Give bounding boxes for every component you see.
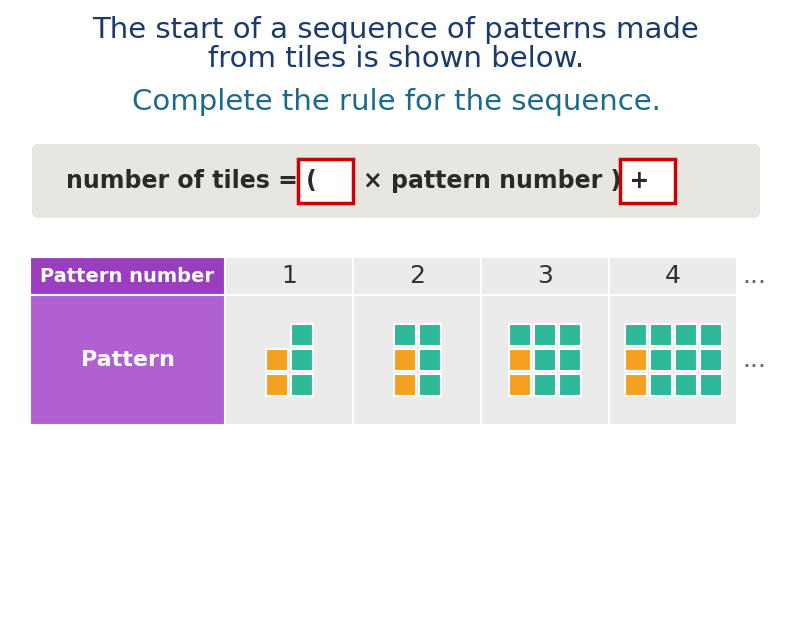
Bar bbox=[394, 324, 416, 346]
Bar bbox=[225, 257, 353, 295]
Bar bbox=[534, 349, 556, 371]
Bar bbox=[418, 349, 440, 371]
FancyBboxPatch shape bbox=[32, 144, 760, 218]
Bar bbox=[298, 159, 353, 203]
Bar bbox=[225, 295, 353, 425]
Text: 2: 2 bbox=[409, 264, 425, 288]
Bar bbox=[559, 374, 581, 396]
Bar bbox=[291, 374, 313, 396]
Bar bbox=[291, 324, 313, 346]
Bar bbox=[625, 324, 646, 346]
Text: 4: 4 bbox=[665, 264, 681, 288]
Bar bbox=[265, 374, 287, 396]
Bar bbox=[559, 324, 581, 346]
Text: Pattern: Pattern bbox=[81, 350, 174, 370]
Bar bbox=[265, 349, 287, 371]
Bar bbox=[418, 324, 440, 346]
Bar bbox=[353, 295, 481, 425]
Bar bbox=[534, 324, 556, 346]
Bar bbox=[625, 374, 646, 396]
Bar bbox=[649, 349, 672, 371]
Text: ...: ... bbox=[742, 348, 766, 372]
Bar bbox=[353, 257, 481, 295]
Bar bbox=[481, 257, 609, 295]
Text: number of tiles = (: number of tiles = ( bbox=[66, 169, 317, 193]
Bar bbox=[609, 257, 737, 295]
Bar bbox=[649, 374, 672, 396]
Text: Complete the rule for the sequence.: Complete the rule for the sequence. bbox=[131, 88, 661, 116]
Text: × pattern number ) +: × pattern number ) + bbox=[363, 169, 649, 193]
Bar bbox=[699, 349, 722, 371]
Bar bbox=[509, 374, 531, 396]
Bar bbox=[609, 295, 737, 425]
Bar bbox=[394, 374, 416, 396]
Bar bbox=[509, 349, 531, 371]
Text: Pattern number: Pattern number bbox=[40, 266, 215, 285]
Text: 3: 3 bbox=[537, 264, 553, 288]
Bar bbox=[649, 324, 672, 346]
Text: 1: 1 bbox=[281, 264, 297, 288]
Bar bbox=[675, 349, 696, 371]
Bar bbox=[291, 349, 313, 371]
Bar bbox=[699, 374, 722, 396]
Bar bbox=[699, 324, 722, 346]
Bar bbox=[625, 349, 646, 371]
Bar bbox=[418, 374, 440, 396]
Bar bbox=[394, 349, 416, 371]
Bar bbox=[675, 324, 696, 346]
Bar bbox=[675, 374, 696, 396]
Text: The start of a sequence of patterns made: The start of a sequence of patterns made bbox=[93, 16, 699, 44]
Bar bbox=[534, 374, 556, 396]
Bar bbox=[559, 349, 581, 371]
Text: ...: ... bbox=[742, 264, 766, 288]
Text: from tiles is shown below.: from tiles is shown below. bbox=[208, 45, 584, 73]
Bar bbox=[30, 295, 225, 425]
Bar bbox=[620, 159, 675, 203]
Bar bbox=[30, 257, 225, 295]
Bar bbox=[509, 324, 531, 346]
Bar bbox=[481, 295, 609, 425]
